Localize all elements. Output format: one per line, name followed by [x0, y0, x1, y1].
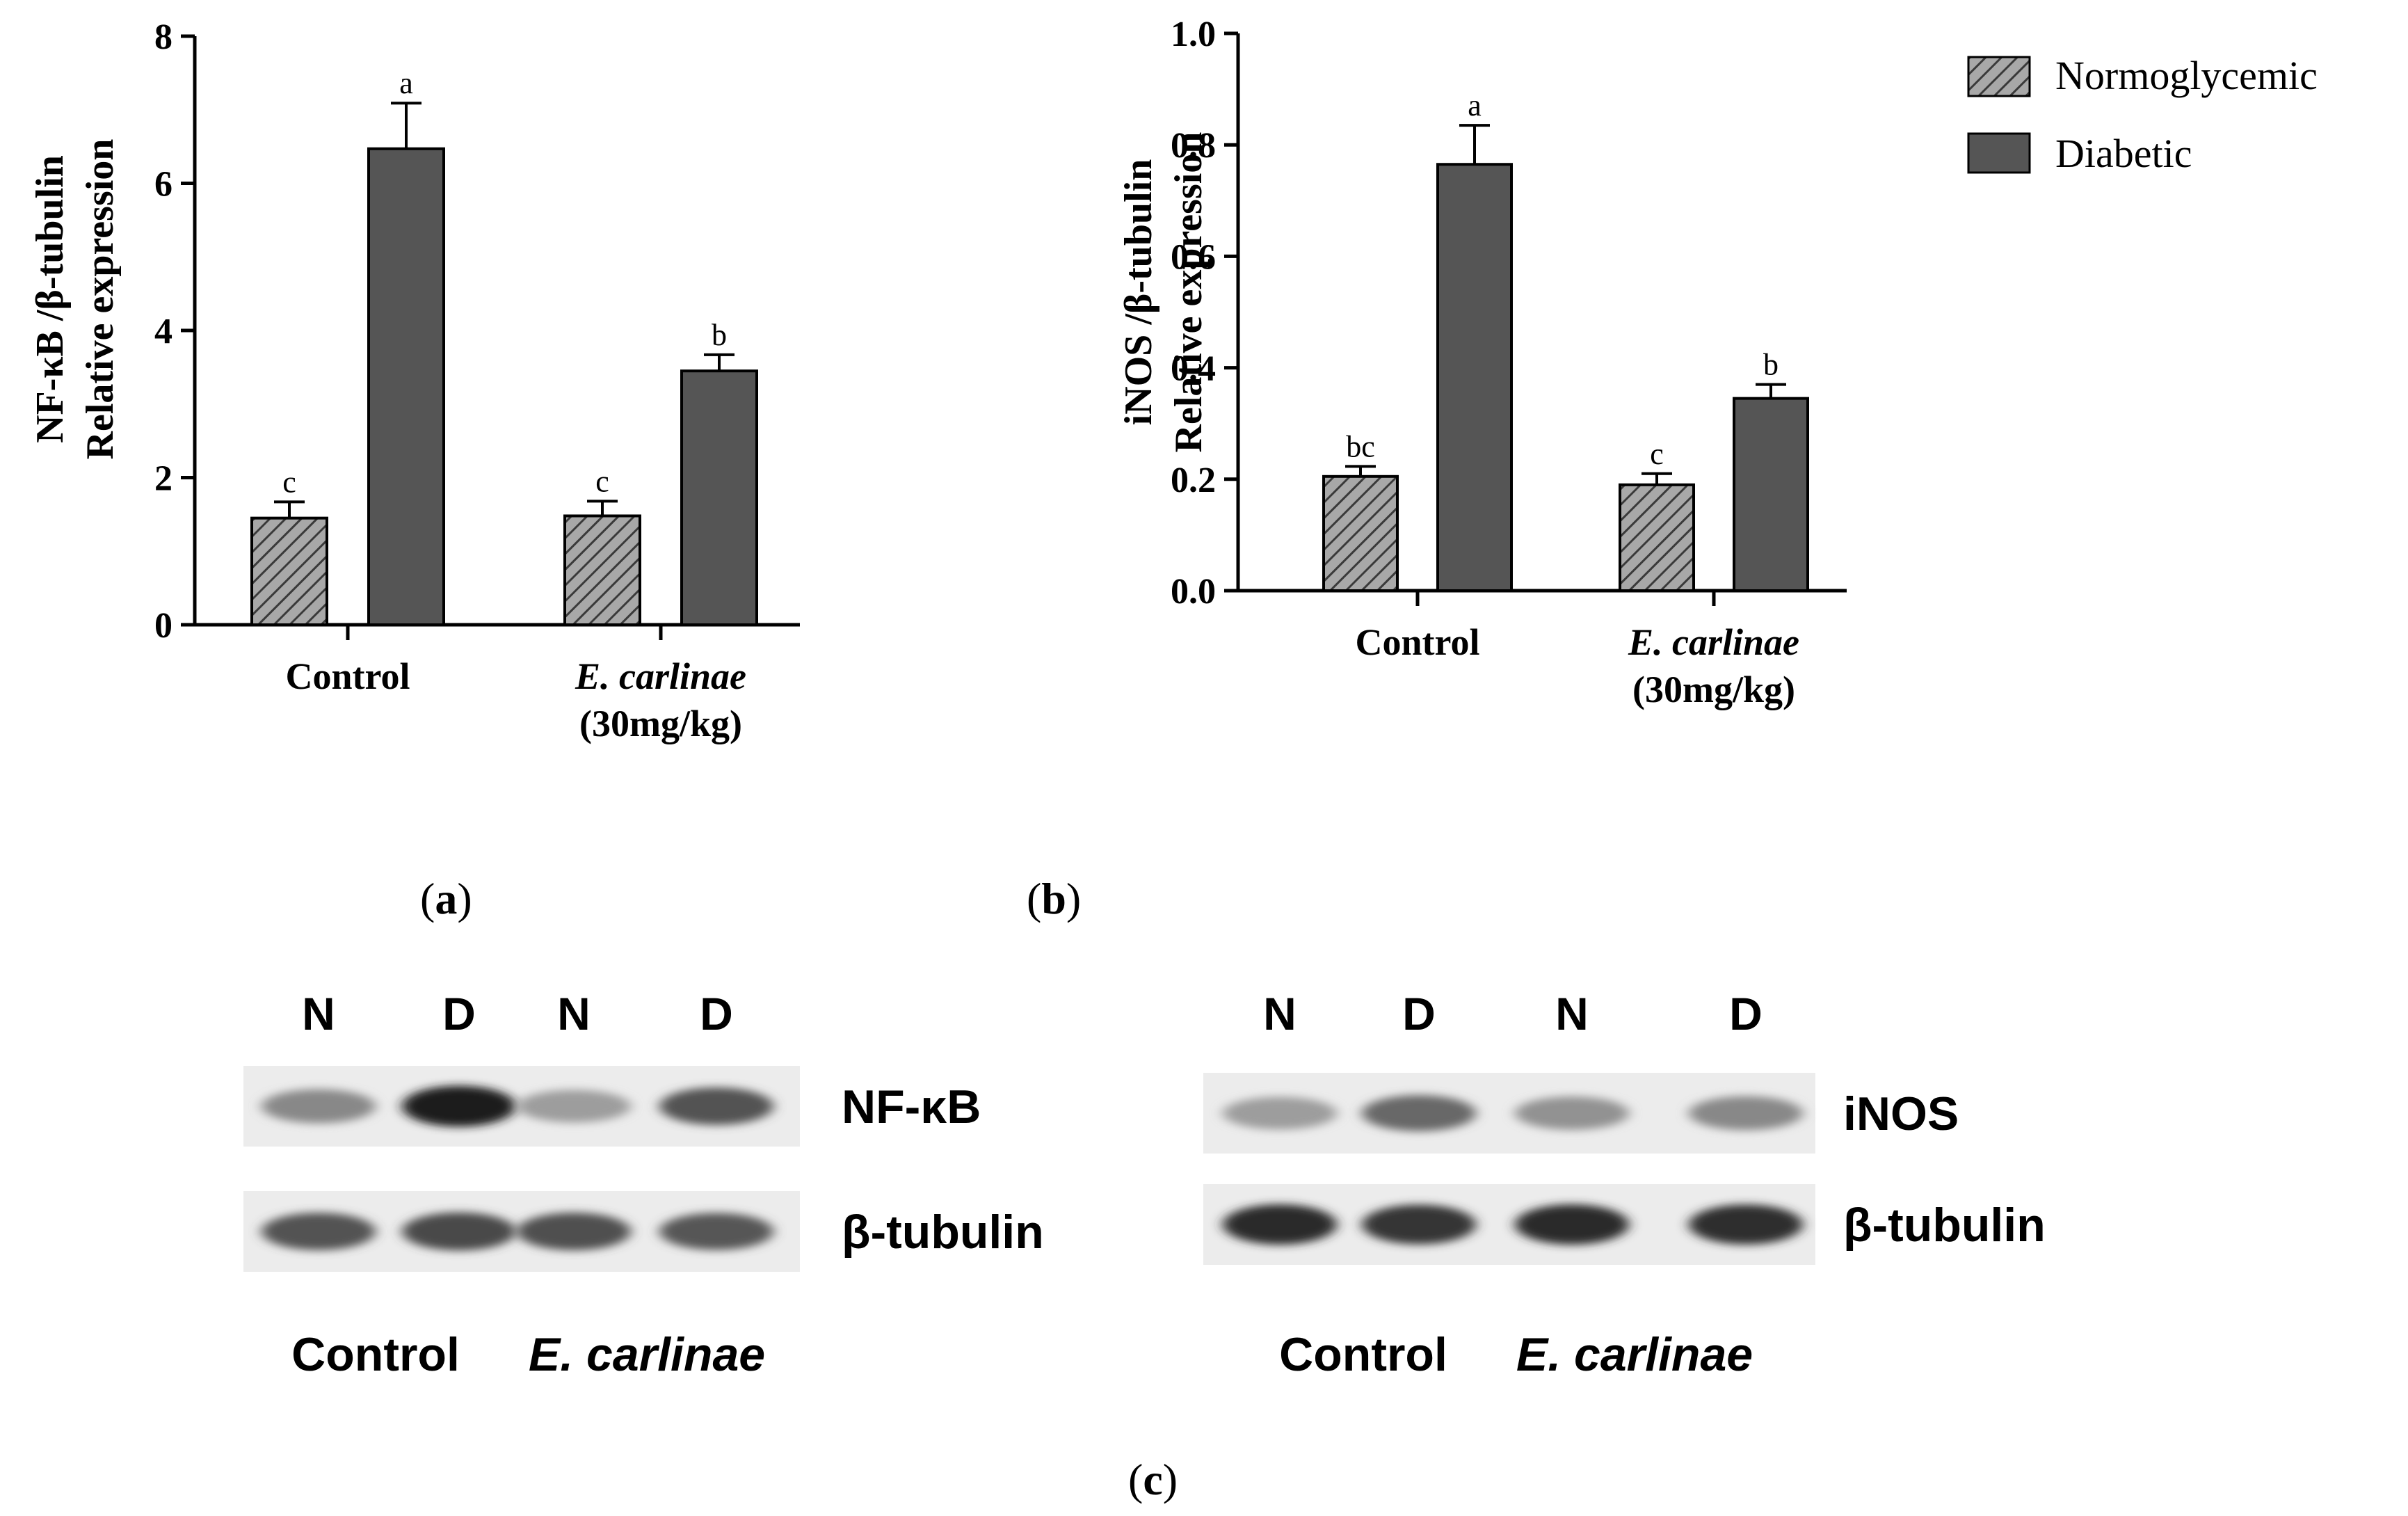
chart-a: 0 2 4 6 8 NF-κB /β-tubulin Relative expression… — [29, 17, 800, 744]
y-axis-label: iNOS /β-tubulin Relative expression — [1117, 132, 1210, 453]
blot-band — [1515, 1204, 1629, 1245]
x-tick-label: E. carlinae — [575, 655, 746, 697]
blot-band — [1223, 1204, 1337, 1245]
y-axis-label-line2: Relative expression — [1167, 132, 1210, 453]
legend-label-diabetic: Diabetic — [2055, 131, 2192, 176]
blot-band — [1223, 1096, 1337, 1130]
lane-label: N — [302, 988, 335, 1039]
lane-label: D — [700, 988, 733, 1039]
blot-band — [1689, 1204, 1803, 1245]
significance-letter: b — [1763, 348, 1779, 382]
y-tick-label: 0.2 — [1171, 461, 1216, 500]
chart-b: 0.0 0.2 0.4 0.6 0.8 1.0 iNOS /β-tubulin Relativ… — [1117, 15, 1847, 710]
blot-row-label: iNOS — [1843, 1087, 1959, 1140]
blot-group-label: E. carlinae — [529, 1328, 765, 1381]
significance-letter: c — [282, 465, 296, 499]
y-tick-label: 1.0 — [1171, 15, 1216, 54]
y-axis-label-line1: NF-κB /β-tubulin — [29, 155, 72, 443]
blot-band — [1362, 1095, 1476, 1131]
blot-band — [659, 1087, 773, 1125]
x-tick-label: Control — [285, 655, 410, 697]
blot-group-label: Control — [1279, 1328, 1447, 1381]
blot-row-label: β-tubulin — [842, 1206, 1044, 1259]
significance-letter: c — [595, 464, 609, 498]
bar — [563, 514, 641, 626]
bar — [367, 147, 445, 627]
y-tick-label: 2 — [154, 459, 172, 499]
legend-label-normoglycemic: Normoglycemic — [2055, 53, 2318, 98]
legend-swatch-normoglycemic — [1967, 56, 2031, 97]
y-tick-label: 0 — [154, 606, 172, 646]
significance-letter: a — [399, 66, 413, 100]
lane-label: N — [1555, 988, 1589, 1039]
legend-swatch-diabetic — [1967, 132, 2031, 174]
blot-band — [262, 1213, 376, 1250]
blot-band — [1689, 1096, 1803, 1131]
bar — [1322, 474, 1399, 592]
blot-band — [262, 1089, 376, 1124]
lane-label: N — [557, 988, 591, 1039]
y-tick-label: 6 — [154, 165, 172, 205]
significance-letter: b — [712, 318, 727, 352]
y-tick-label: 4 — [154, 312, 172, 351]
blot-band — [402, 1085, 516, 1127]
x-tick-label-line2: (30mg/kg) — [579, 703, 742, 744]
y-axis-label: NF-κB /β-tubulin Relative expression — [29, 139, 122, 460]
bar — [1619, 483, 1695, 592]
legend: Normoglycemic Diabetic — [1967, 53, 2318, 176]
blot-group-label: Control — [291, 1328, 460, 1381]
significance-letter: a — [1468, 88, 1482, 122]
y-tick-label: 0.6 — [1171, 237, 1216, 277]
blot-band — [1515, 1096, 1629, 1130]
lane-label: D — [1729, 988, 1763, 1039]
y-tick-label: 0.8 — [1171, 126, 1216, 166]
bar — [680, 369, 758, 626]
lane-label: D — [1402, 988, 1436, 1039]
panel-label-b: (b) — [1027, 874, 1082, 923]
bar — [1733, 397, 1809, 593]
western-blot-nfkb: N D N D NF-κB β-tubulin Control E. carlinae — [243, 988, 1044, 1381]
significance-letter: c — [1650, 437, 1664, 471]
blot-band — [517, 1090, 631, 1123]
blot-row-label: β-tubulin — [1843, 1199, 2046, 1252]
x-tick-label: E. carlinae — [1628, 621, 1799, 663]
blot-band — [517, 1212, 631, 1251]
y-axis-label-line2: Relative expression — [79, 139, 122, 460]
blot-band — [402, 1212, 516, 1251]
lane-label: N — [1263, 988, 1297, 1039]
y-axis-label-line1: iNOS /β-tubulin — [1117, 159, 1160, 426]
panel-label-a: (a) — [420, 874, 472, 923]
bar — [250, 516, 328, 626]
significance-letter: bc — [1346, 429, 1375, 463]
blot-group-label: E. carlinae — [1516, 1328, 1753, 1381]
x-tick-label-line2: (30mg/kg) — [1632, 669, 1795, 710]
blot-band — [659, 1213, 773, 1250]
y-tick-label: 8 — [154, 17, 172, 57]
x-tick-label: Control — [1355, 621, 1479, 663]
y-tick-label: 0.0 — [1171, 572, 1216, 612]
blot-row-label: NF-κB — [842, 1080, 981, 1133]
blot-band — [1362, 1204, 1476, 1245]
lane-label: D — [442, 988, 476, 1039]
y-tick-label: 0.4 — [1171, 349, 1216, 389]
bar — [1436, 163, 1513, 593]
panel-label-c: (c) — [1128, 1455, 1178, 1504]
